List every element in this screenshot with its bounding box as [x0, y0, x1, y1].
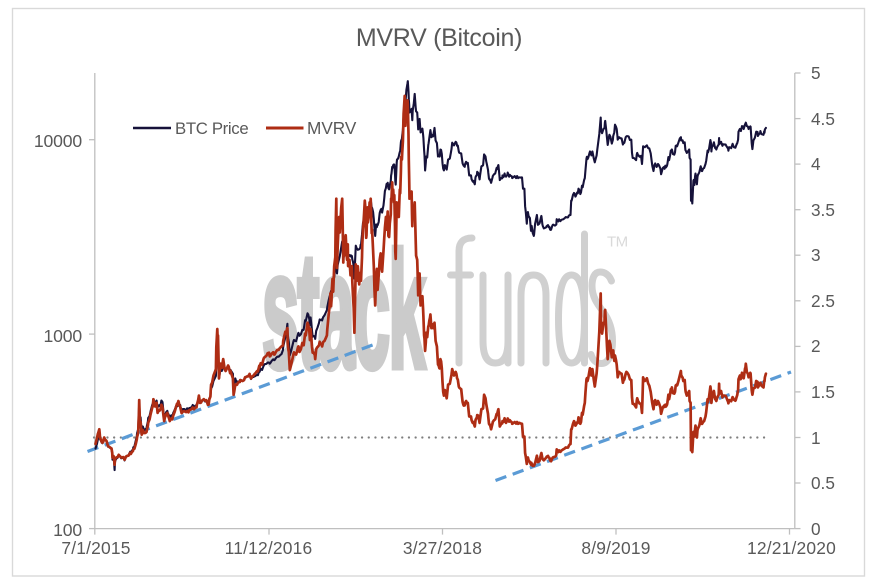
- svg-text:TM: TM: [607, 234, 628, 251]
